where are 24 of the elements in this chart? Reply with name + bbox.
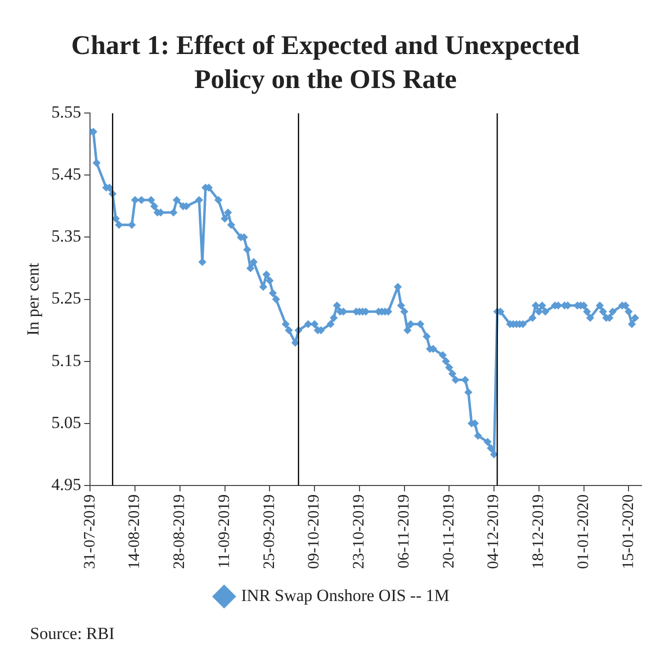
x-tick-label: 18-12-2019 — [530, 494, 548, 569]
source-note: Source: RBI — [30, 624, 115, 644]
x-tick-label: 23-10-2019 — [350, 494, 368, 569]
x-tick-label: 06-11-2019 — [395, 494, 412, 568]
x-tick-label: 15-01-2020 — [620, 494, 637, 569]
chart-title: Chart 1: Effect of Expected and Unexpected Policy on the OIS Rate — [70, 29, 581, 96]
y-tick-label: 5.45 — [51, 164, 82, 184]
y-tick-label: 5.05 — [51, 412, 82, 432]
x-tick-label: 14-08-2019 — [126, 494, 144, 569]
y-tick-label: 5.55 — [51, 102, 82, 122]
x-tick-label: 04-12-2019 — [485, 494, 502, 569]
x-tick-label: 09-10-2019 — [306, 494, 323, 569]
x-tick-label: 01-01-2020 — [574, 494, 592, 569]
y-tick-label: 4.95 — [51, 474, 82, 494]
x-tick-label: 11-09-2019 — [216, 494, 233, 568]
y-tick-label: 5.15 — [51, 350, 82, 370]
x-tick-label: 31-07-2019 — [81, 494, 98, 569]
y-axis-title: In per cent — [24, 262, 43, 336]
x-tick-label: 20-11-2019 — [440, 494, 458, 568]
legend-label: INR Swap Onshore OIS -- 1M — [241, 586, 450, 605]
y-tick-label: 5.35 — [51, 226, 82, 246]
y-tick-label: 5.25 — [51, 288, 82, 308]
x-tick-label: 25-09-2019 — [260, 494, 278, 569]
x-tick-label: 28-08-2019 — [171, 494, 188, 569]
